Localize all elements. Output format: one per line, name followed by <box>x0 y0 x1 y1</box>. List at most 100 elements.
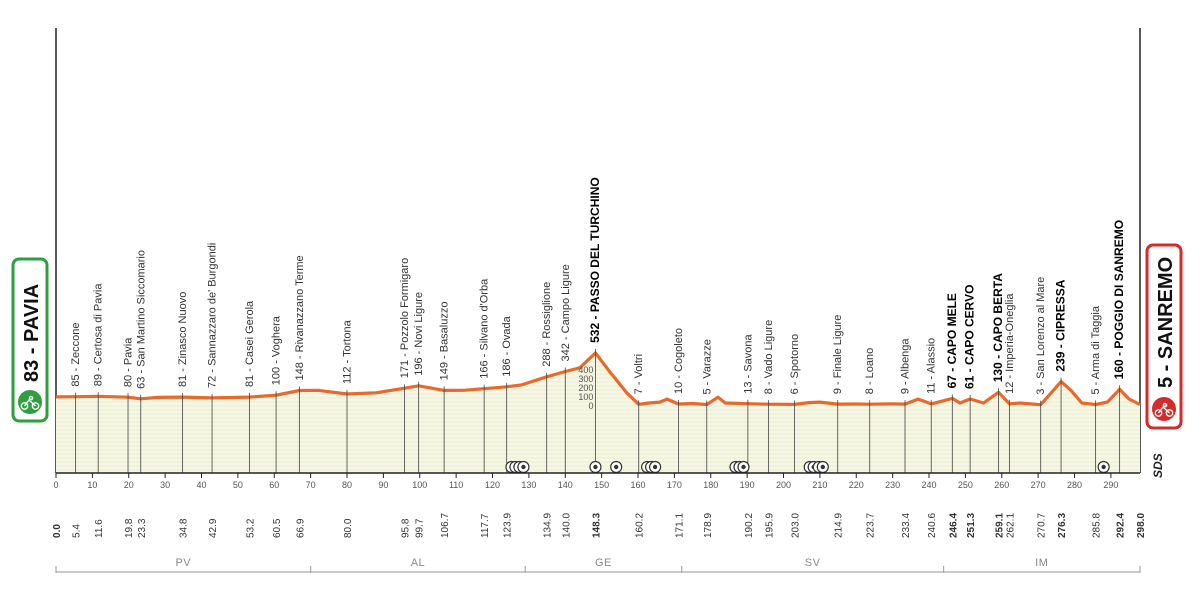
km-label: 190.2 <box>744 513 755 538</box>
location-label: 5 - Arma di Taggia <box>1090 305 1102 394</box>
x-tick-label: 130 <box>521 480 536 490</box>
altitude-scale-label: 100 <box>578 392 593 402</box>
x-tick-label: 220 <box>849 480 864 490</box>
region-label: IM <box>1035 557 1048 569</box>
route-marker-icon <box>1097 460 1110 474</box>
finish-badge: 5 - SANREMO <box>1145 243 1183 430</box>
km-label: 42.9 <box>208 518 219 538</box>
start-cyclist-icon <box>18 390 42 414</box>
x-tick-label: 90 <box>378 480 388 490</box>
location-labels: 85 - Zeccone 89 - Certosa di Pavia 80 - Pa… <box>70 177 1126 473</box>
location-label: 171 - Pozzolo Formigaro <box>399 258 411 378</box>
location-label: 72 - Sannazzaro de' Burgondi <box>207 243 219 388</box>
x-tick-label: 270 <box>1031 480 1046 490</box>
altitude-scale-label: 0 <box>588 401 593 411</box>
km-label: 123.9 <box>503 513 514 538</box>
finish-cyclist-icon <box>1152 397 1176 421</box>
start-label: 83 - PAVIA <box>21 284 43 382</box>
altitude-scale-label: 400 <box>578 365 593 375</box>
location-label: 532 - PASSO DEL TURCHINO <box>588 177 602 343</box>
finish-label: 5 - SANREMO <box>1155 257 1177 388</box>
km-label: 171.1 <box>674 513 685 538</box>
x-tick-label: 0 <box>53 480 58 490</box>
km-label: 298.0 <box>1136 513 1147 538</box>
x-tick-label: 60 <box>269 480 279 490</box>
km-label: 276.3 <box>1057 513 1068 538</box>
profile-line <box>55 351 1141 407</box>
km-label: 223.7 <box>866 513 877 538</box>
km-label: 80.0 <box>343 518 354 538</box>
km-label: 53.2 <box>246 518 257 538</box>
route-marker-icon <box>737 460 750 474</box>
altitude-scale-label: 300 <box>578 374 593 384</box>
x-tick-label: 100 <box>412 480 427 490</box>
km-axis: 0 10 20 30 40 50 60 70 80 90 100 110 120 130 140 150 160… <box>53 472 1140 490</box>
x-tick-label: 230 <box>885 480 900 490</box>
region-label: PV <box>175 557 191 569</box>
x-tick-label: 40 <box>196 480 206 490</box>
x-tick-label: 10 <box>87 480 97 490</box>
km-label: 148.3 <box>591 513 602 538</box>
km-labels: 0.0 5.4 11.6 19.8 23.3 34.8 42.9 53.2 60.5 66.9 80… <box>52 513 1147 538</box>
location-label: 130 - CAPO BERTA <box>991 273 1005 382</box>
km-label: 117.7 <box>480 513 491 538</box>
km-label: 0.0 <box>52 524 63 538</box>
km-label: 23.3 <box>137 518 148 538</box>
location-label: 9 - Albenga <box>900 338 912 395</box>
km-label: 262.1 <box>1005 513 1016 538</box>
location-label: 80 - Pavia <box>123 337 135 387</box>
region-label: SV <box>805 557 821 569</box>
km-label: 285.8 <box>1092 513 1103 538</box>
location-label: 12 - Imperia-Oneglia <box>1004 293 1016 394</box>
location-label: 196 - Novi Ligure <box>413 292 425 376</box>
region-label: AL <box>411 557 425 569</box>
location-label: 149 - Basaluzzo <box>439 302 451 381</box>
km-label: 203.0 <box>790 513 801 538</box>
location-label: 13 - Savona <box>742 334 754 394</box>
location-label: 81 - Casei Gerola <box>244 300 256 387</box>
location-label: 9 - Finale Ligure <box>832 315 844 395</box>
km-label: 60.5 <box>272 518 283 538</box>
location-label: 67 - CAPO MELE <box>945 293 959 388</box>
x-tick-label: 240 <box>922 480 937 490</box>
route-marker-icon <box>589 460 602 474</box>
x-tick-label: 50 <box>233 480 243 490</box>
location-label: 100 - Voghera <box>271 315 283 385</box>
location-label: 8 - Vado Ligure <box>763 320 775 394</box>
km-label: 11.6 <box>94 519 105 538</box>
location-label: 5 - Varazze <box>701 339 713 394</box>
km-label: 134.9 <box>543 513 554 538</box>
km-label: 5.4 <box>72 524 83 538</box>
km-label: 140.0 <box>561 513 572 538</box>
location-label: 6 - Spotorno <box>789 334 801 395</box>
profile-fill <box>56 352 1140 473</box>
location-label: 81 - Zinasco Nuovo <box>177 292 189 387</box>
x-tick-label: 210 <box>812 480 827 490</box>
x-tick-label: 30 <box>160 480 170 490</box>
finish-badge-frame <box>1145 243 1183 430</box>
km-label: 106.7 <box>440 513 451 538</box>
sponsor-logo: SDS <box>1151 453 1165 478</box>
location-label: 10 - Cogoleto <box>673 328 685 394</box>
km-label: 195.9 <box>765 513 776 538</box>
km-label: 99.7 <box>415 518 426 538</box>
x-tick-label: 260 <box>994 480 1009 490</box>
location-label: 89 - Certosa di Pavia <box>93 283 105 387</box>
route-marker-icon <box>610 460 623 474</box>
km-label: 246.4 <box>948 513 959 538</box>
km-label: 178.9 <box>703 513 714 538</box>
location-label: 239 - CIPRESSA <box>1054 279 1068 371</box>
location-label: 85 - Zeccone <box>70 322 82 386</box>
location-label: 8 - Loano <box>864 348 876 394</box>
x-tick-label: 110 <box>449 480 463 490</box>
x-tick-label: 250 <box>958 480 973 490</box>
x-tick-label: 150 <box>594 480 609 490</box>
location-label: 166 - Silvano d'Orba <box>479 278 491 379</box>
km-label: 259.1 <box>994 513 1005 538</box>
route-marker-icon <box>517 460 530 474</box>
region-bar: PV AL GE SV IM <box>55 557 1141 573</box>
route-marker-icon <box>649 460 662 474</box>
x-tick-label: 200 <box>776 480 791 490</box>
x-tick-label: 80 <box>342 480 352 490</box>
